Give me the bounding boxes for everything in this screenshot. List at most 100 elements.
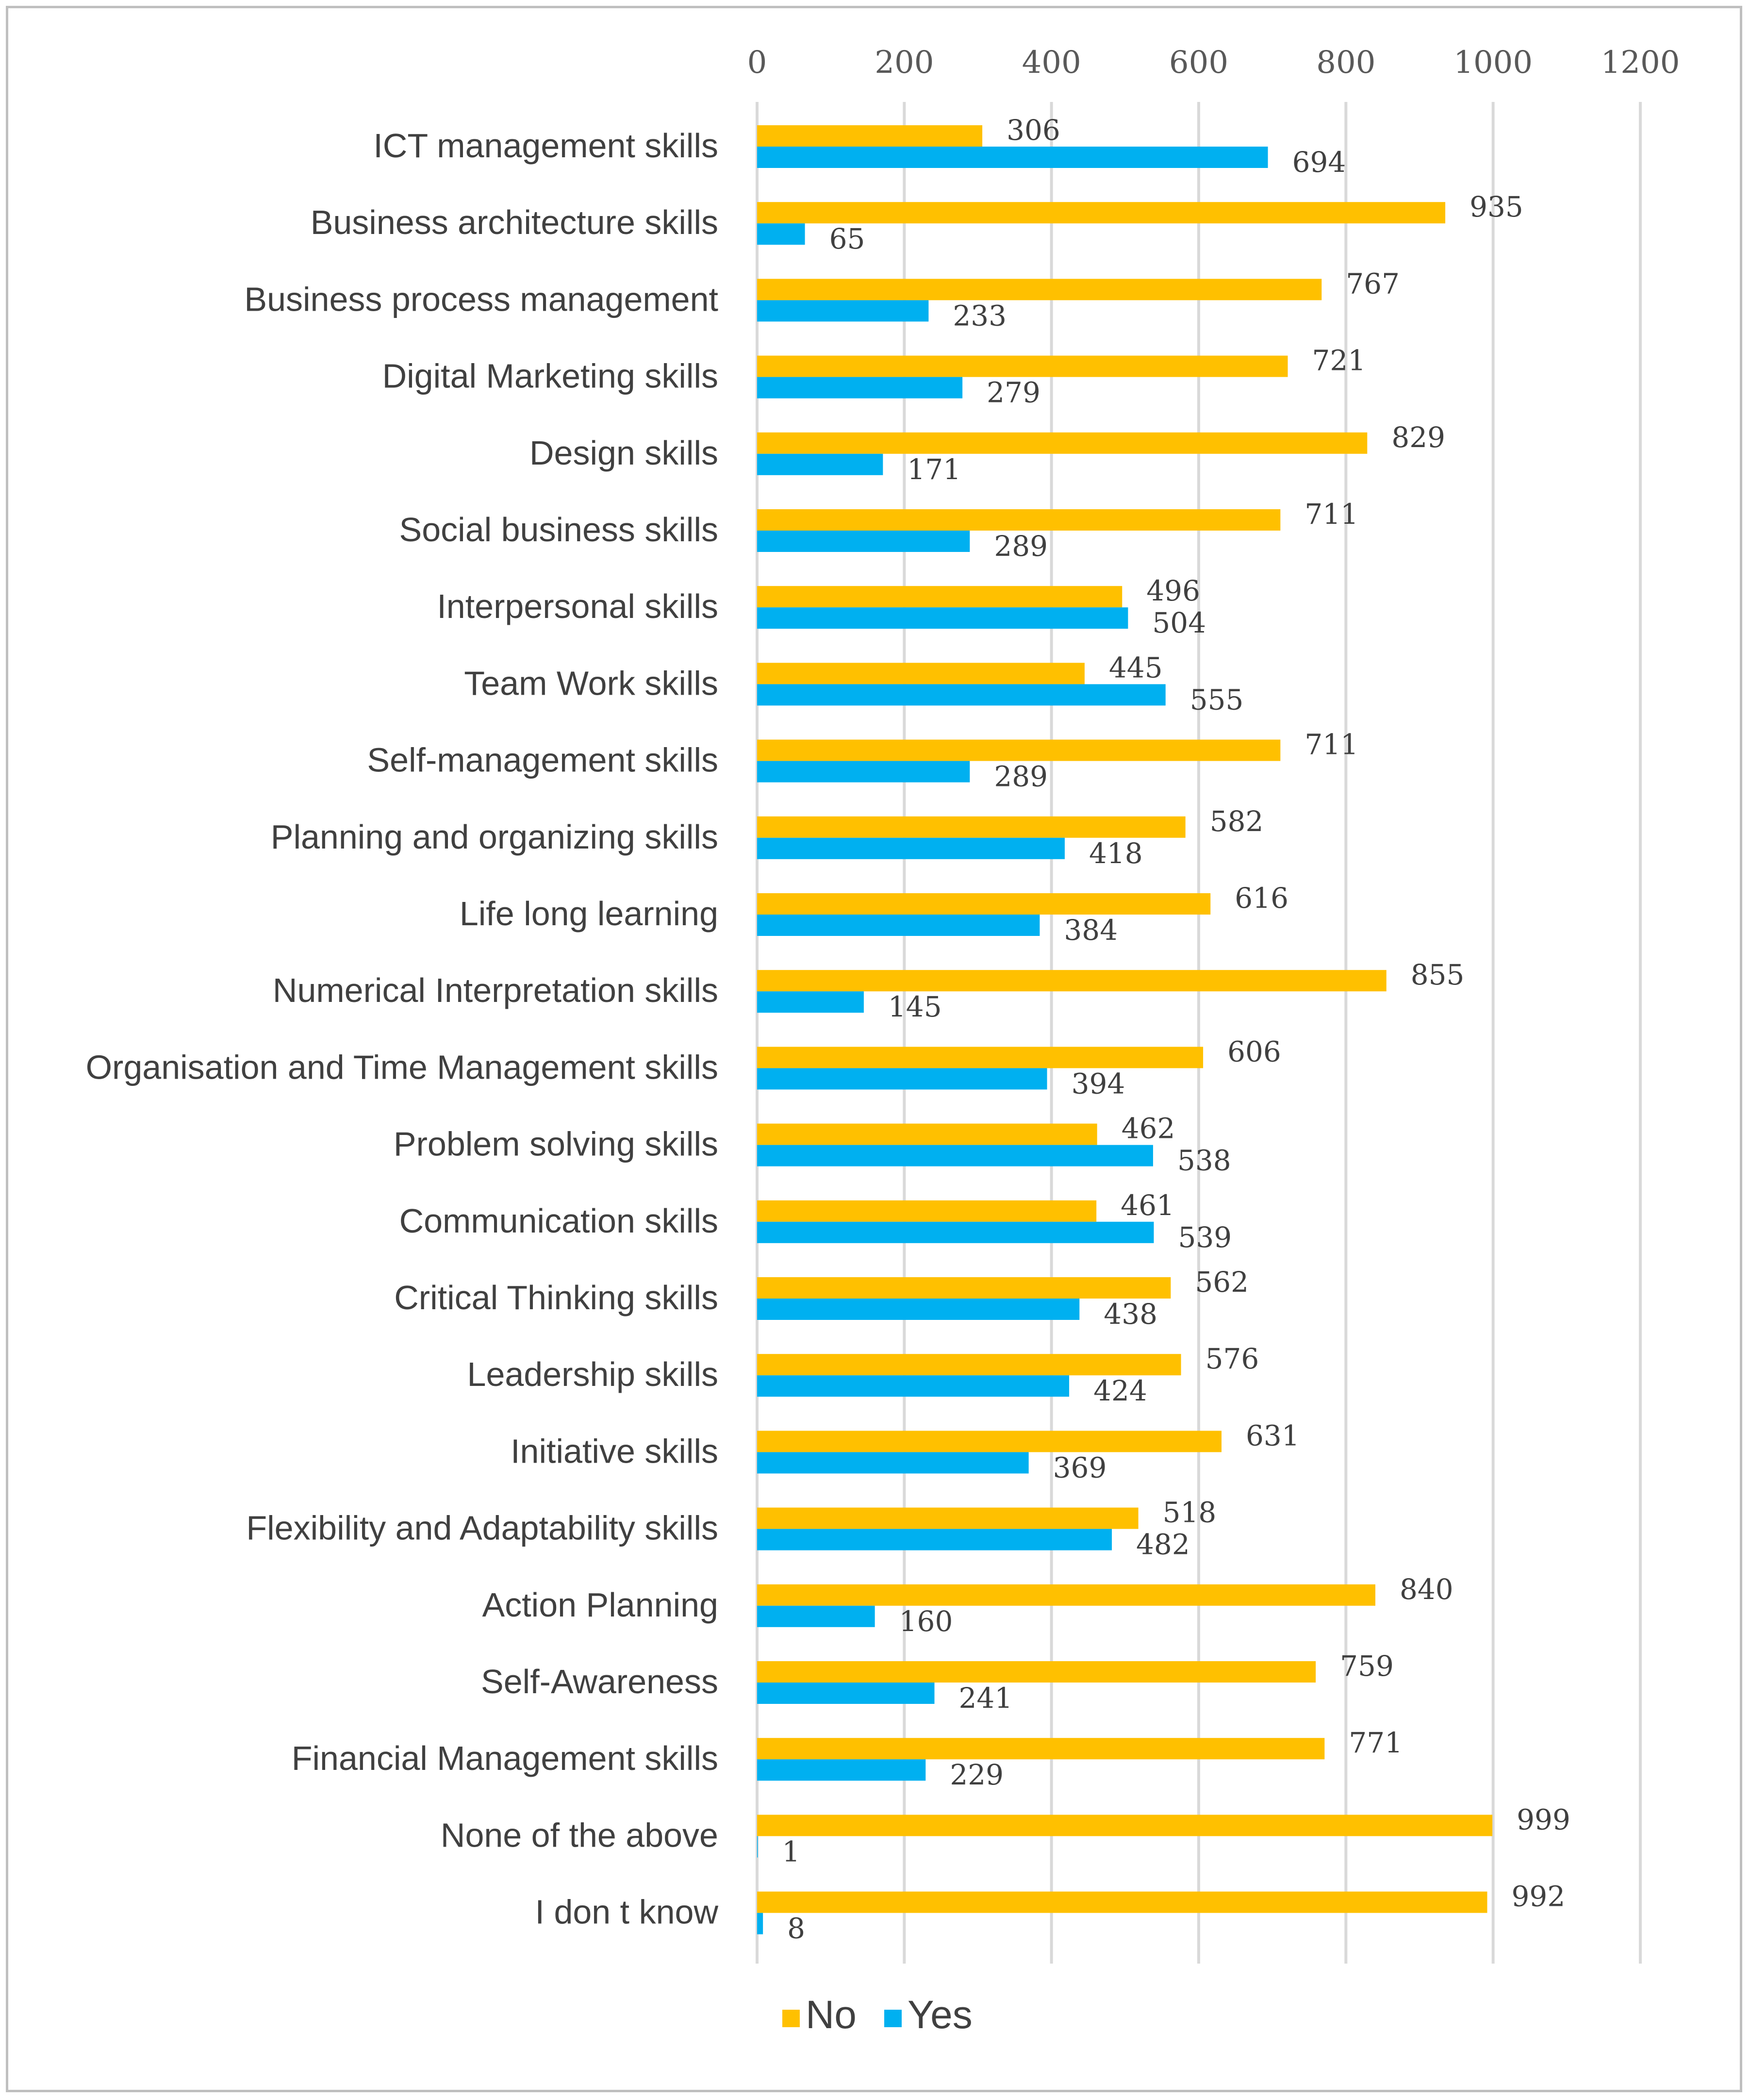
data-label-yes: 160: [899, 1605, 953, 1638]
bar-no: [757, 355, 1288, 377]
data-label-yes: 424: [1093, 1374, 1147, 1407]
data-labels: 306 694 935 65 767 233 721 279 829 171 711 289 49650…: [782, 114, 1570, 1945]
data-label-yes: 438: [1104, 1298, 1157, 1331]
bars: [757, 125, 1493, 1934]
bar-yes: [757, 915, 1040, 936]
category-label: Business process management: [244, 280, 718, 318]
category-label: Critical Thinking skills: [394, 1279, 718, 1317]
x-tick-label: 800: [1316, 45, 1375, 81]
data-label-yes: 289: [994, 530, 1048, 563]
legend-swatch-yes: [884, 2010, 902, 2027]
category-label: ICT management skills: [373, 127, 718, 165]
bar-yes: [757, 991, 864, 1013]
data-label-no: 576: [1205, 1342, 1259, 1375]
x-tick-label: 400: [1022, 45, 1081, 81]
data-label-yes: 145: [888, 990, 942, 1023]
bar-no: [757, 1277, 1171, 1299]
category-label: Interpersonal skills: [437, 587, 718, 625]
bar-yes: [757, 223, 805, 245]
bar-no: [757, 1123, 1097, 1145]
data-label-no: 840: [1400, 1573, 1453, 1606]
data-label-no: 461: [1121, 1189, 1174, 1222]
data-label-no: 445: [1109, 651, 1163, 684]
category-label: Planning and organizing skills: [271, 818, 718, 856]
category-label: Life long learning: [460, 895, 718, 933]
bar-yes: [757, 1913, 763, 1934]
data-label-yes: 539: [1178, 1221, 1232, 1254]
data-label-yes: 171: [907, 453, 961, 486]
bar-yes: [757, 147, 1268, 168]
data-label-yes: 482: [1136, 1528, 1190, 1561]
bar-no: [757, 1584, 1375, 1606]
data-label-no: 582: [1210, 805, 1264, 838]
legend: No Yes: [782, 1993, 973, 2037]
bar-yes: [757, 300, 929, 322]
bar-no: [757, 663, 1085, 684]
category-label: Business architecture skills: [311, 203, 718, 241]
bar-no: [757, 586, 1123, 608]
bar-yes: [757, 1605, 875, 1627]
data-label-yes: 279: [987, 376, 1040, 409]
bar-yes: [757, 1529, 1112, 1550]
category-label: Team Work skills: [464, 664, 718, 702]
data-label-no: 306: [1007, 114, 1060, 147]
data-label-no: 518: [1163, 1496, 1217, 1529]
bar-yes: [757, 1452, 1029, 1474]
bar-no: [757, 1431, 1222, 1452]
x-tick-label: 200: [875, 45, 934, 81]
gridlines: [756, 102, 1642, 1964]
bar-yes: [757, 1836, 758, 1858]
category-label: Design skills: [529, 434, 718, 472]
data-label-yes: 241: [959, 1682, 1013, 1715]
bar-no: [757, 816, 1186, 838]
bar-yes: [757, 837, 1065, 859]
bar-yes: [757, 607, 1128, 629]
category-label: Self-Awareness: [481, 1663, 718, 1700]
data-label-no: 711: [1304, 498, 1358, 531]
data-label-no: 935: [1469, 190, 1523, 223]
category-label: Communication skills: [399, 1202, 718, 1240]
data-label-yes: 504: [1152, 606, 1206, 639]
data-label-no: 721: [1312, 344, 1366, 377]
bar-yes: [757, 1068, 1047, 1090]
data-label-no: 992: [1512, 1880, 1566, 1913]
category-label: Action Planning: [482, 1586, 718, 1624]
bar-yes: [757, 1759, 926, 1781]
data-label-yes: 1: [782, 1835, 800, 1868]
category-label: I don t know: [535, 1893, 719, 1931]
bar-yes: [757, 453, 883, 475]
data-label-no: 711: [1304, 728, 1358, 761]
category-label: Initiative skills: [511, 1432, 718, 1470]
data-label-yes: 538: [1177, 1144, 1231, 1177]
data-label-no: 771: [1349, 1726, 1403, 1759]
bar-yes: [757, 761, 970, 783]
data-label-yes: 233: [953, 299, 1007, 332]
x-axis-ticks: 0 200 400 600 800 1000 1200: [747, 45, 1680, 81]
category-label: Organisation and Time Management skills: [86, 1048, 718, 1086]
data-label-no: 496: [1146, 574, 1200, 607]
x-tick-label: 1200: [1601, 45, 1680, 81]
category-label: Self-management skills: [367, 741, 718, 779]
data-label-no: 462: [1122, 1112, 1175, 1145]
category-label: Digital Marketing skills: [382, 357, 718, 395]
category-label: Financial Management skills: [292, 1739, 718, 1777]
bar-yes: [757, 1299, 1080, 1320]
bar-no: [757, 202, 1446, 224]
bar-no: [757, 1738, 1325, 1760]
bar-no: [757, 1047, 1204, 1068]
bar-no: [757, 970, 1387, 992]
data-label-yes: 289: [994, 760, 1048, 793]
data-label-yes: 65: [829, 222, 865, 255]
bar-yes: [757, 1375, 1070, 1397]
data-label-yes: 418: [1089, 837, 1143, 870]
bar-no: [757, 279, 1322, 300]
data-label-yes: 369: [1053, 1451, 1107, 1484]
data-label-no: 767: [1346, 267, 1400, 300]
bar-no: [757, 432, 1368, 454]
data-label-yes: 555: [1190, 683, 1244, 716]
bar-no: [757, 125, 983, 147]
bar-no: [757, 1354, 1181, 1376]
category-label: Leadership skills: [467, 1355, 718, 1393]
bar-yes: [757, 1683, 935, 1704]
